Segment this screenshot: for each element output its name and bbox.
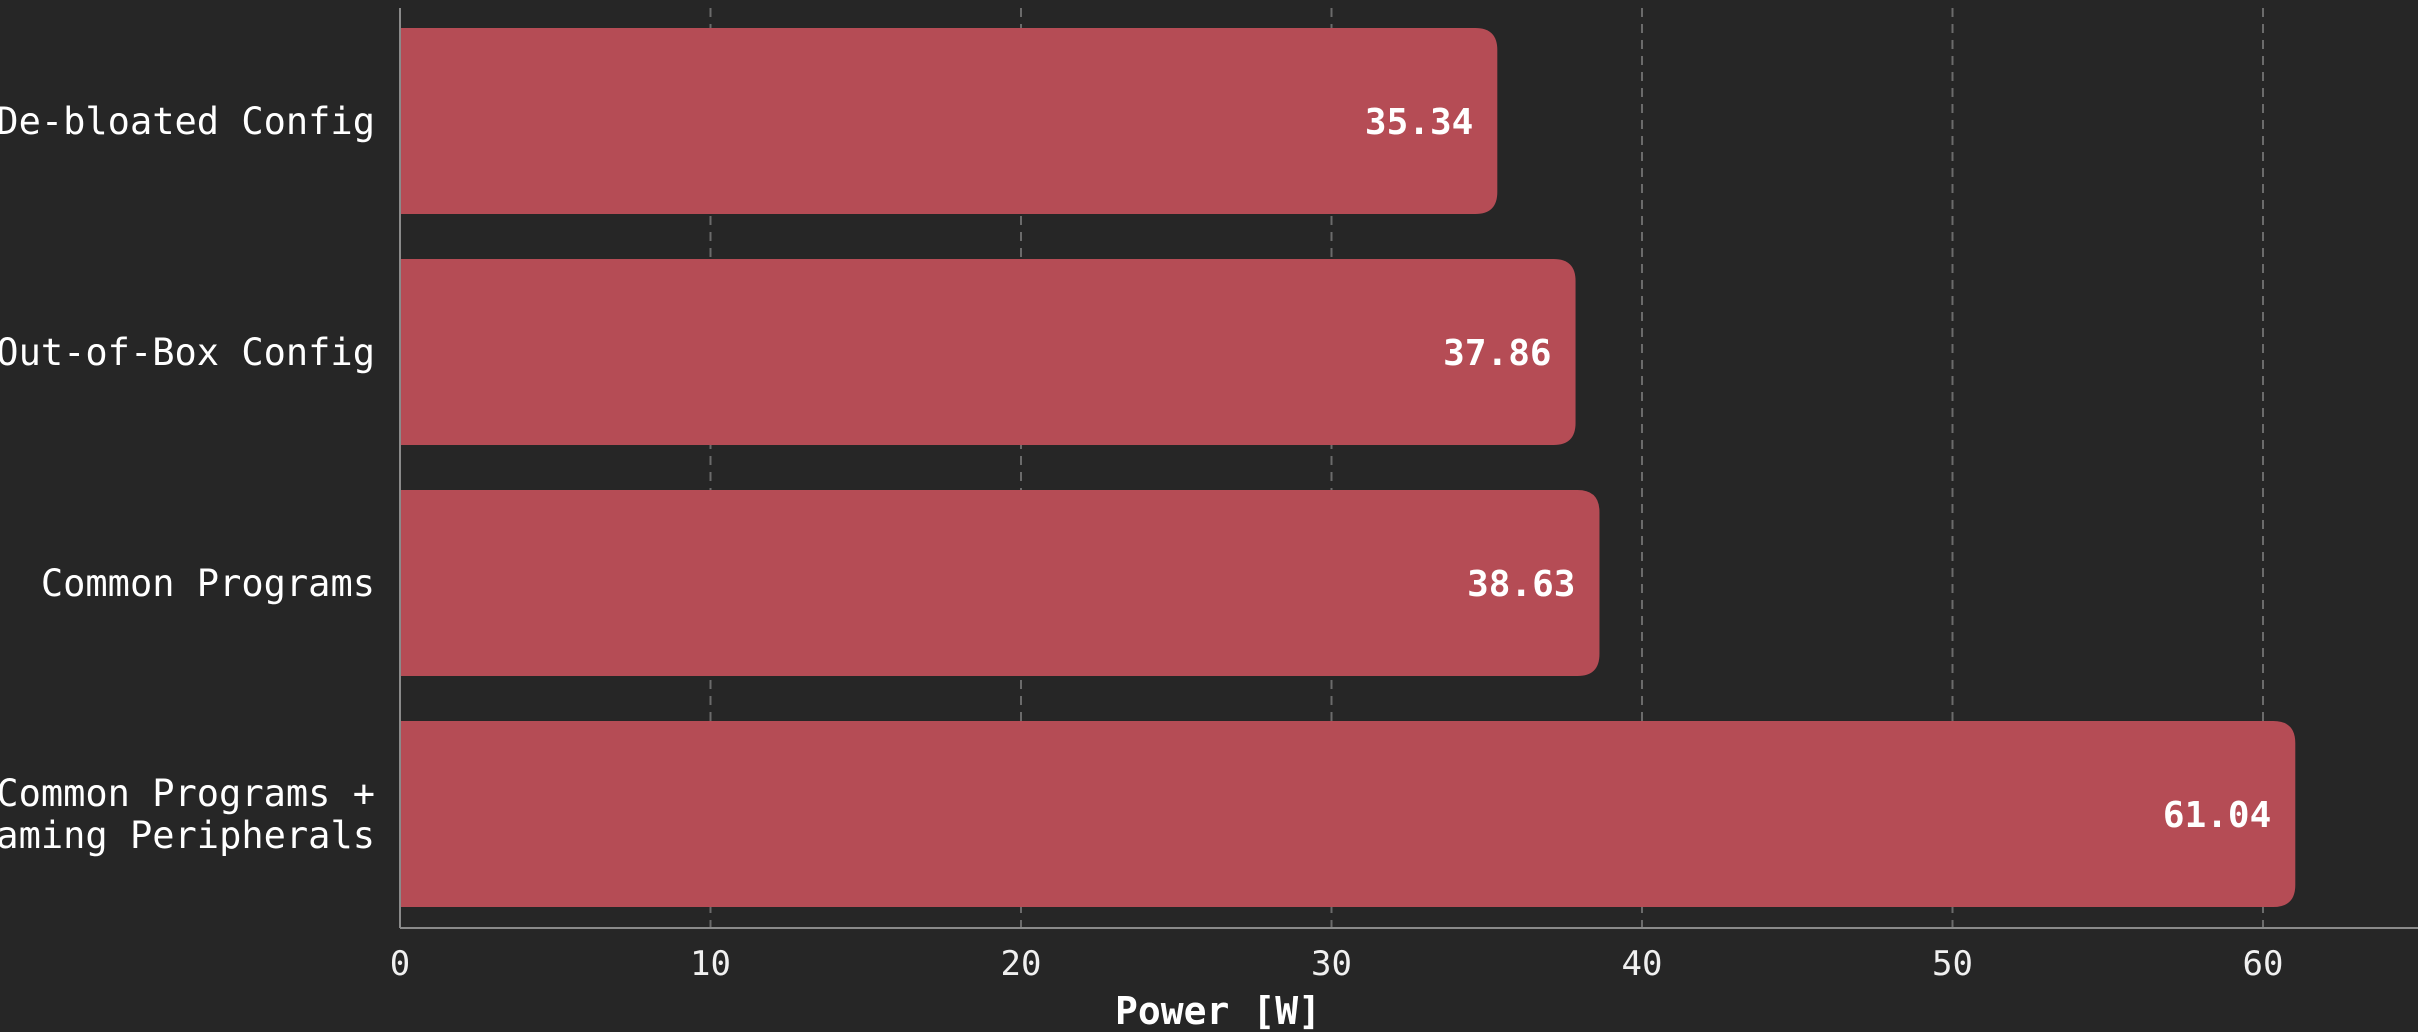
bar-value-label: 37.86 (1443, 333, 1551, 374)
category-label: Out-of-Box Config (0, 331, 375, 374)
bars (400, 28, 2296, 907)
bar (400, 28, 1498, 214)
x-tick-label: 40 (1622, 944, 1663, 984)
bar (400, 259, 1576, 445)
labels: 0 10 20 30 40 50 60 35.34 De-bloated Config 37.86… (0, 100, 2283, 984)
x-tick-label: 10 (690, 944, 731, 984)
x-axis-title: Power [W] (1115, 989, 1321, 1032)
bar-value-label: 38.63 (1467, 564, 1575, 605)
bar-value-label: 61.04 (2163, 795, 2271, 836)
category-label: Common Programs + Gaming Peripherals (0, 772, 375, 857)
x-tick-label: 0 (390, 944, 410, 984)
bar (400, 721, 2296, 907)
axes (399, 8, 2418, 929)
category-label: Common Programs (41, 562, 375, 605)
x-tick-label: 30 (1311, 944, 1352, 984)
x-tick-label: 60 (2243, 944, 2284, 984)
bar-value-label: 35.34 (1365, 102, 1473, 143)
x-tick-label: 50 (1932, 944, 1973, 984)
category-label: De-bloated Config (0, 100, 375, 143)
bar (400, 490, 1600, 676)
x-tick-label: 20 (1001, 944, 1042, 984)
